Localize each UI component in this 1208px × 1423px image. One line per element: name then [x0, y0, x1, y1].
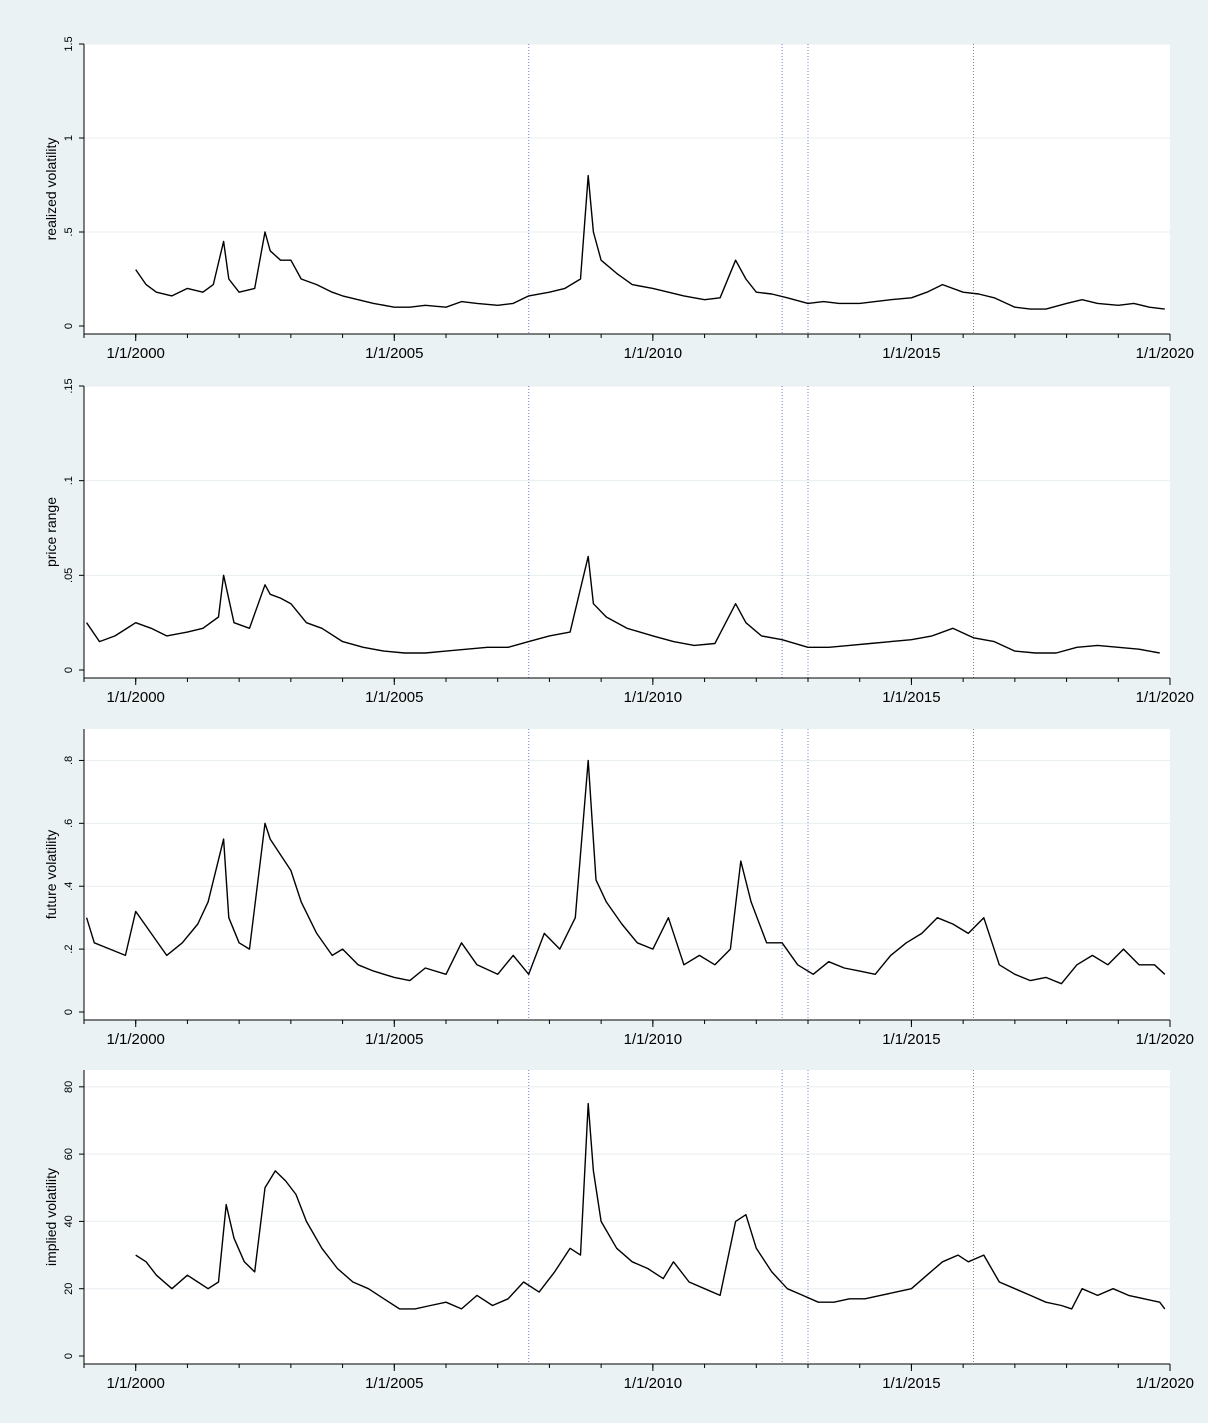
x-tick-label: 1/1/2000: [107, 1375, 165, 1392]
y-tick-label: 80: [63, 1081, 75, 1093]
y-tick-label: 20: [63, 1283, 75, 1295]
y-axis-label: price range: [43, 497, 59, 567]
plot-area: [84, 729, 1170, 1020]
y-tick-label: 0: [63, 1353, 75, 1359]
y-tick-label: .05: [63, 568, 75, 583]
y-tick-label: .4: [63, 882, 75, 891]
x-tick-label: 1/1/2020: [1136, 689, 1194, 706]
y-tick-label: .8: [63, 756, 75, 765]
y-tick-label: .6: [63, 819, 75, 828]
y-tick-label: 40: [63, 1215, 75, 1227]
series-line: [135, 174, 1165, 310]
panel-4: 0 20 40 60 80 1/1/2000 1/1/2005 1/1/2010 1/1/201…: [43, 1070, 1194, 1392]
x-tick-label: 1/1/2010: [624, 1031, 682, 1048]
y-tick-label: 1.5: [63, 36, 75, 51]
y-tick-label: 0: [63, 667, 75, 673]
y-axis-label: realized volatility: [43, 138, 59, 241]
y-tick-label: .5: [63, 227, 75, 236]
y-axis-label: future volatility: [43, 830, 59, 919]
series-line: [86, 555, 1160, 654]
series-line: [85, 759, 1166, 985]
plot-area: [84, 386, 1170, 678]
x-tick-label: 1/1/2010: [624, 345, 682, 362]
x-tick-label: 1/1/2015: [882, 1375, 940, 1392]
y-tick-label: .15: [63, 378, 75, 393]
y-tick-label: 1: [63, 135, 75, 141]
plot-area: [84, 1070, 1170, 1364]
x-tick-label: 1/1/2015: [882, 689, 940, 706]
x-tick-label: 1/1/2000: [107, 1031, 165, 1048]
y-tick-label: 60: [63, 1148, 75, 1160]
plot-area: [84, 44, 1170, 334]
x-tick-label: 1/1/2005: [365, 1375, 423, 1392]
y-tick-label: 0: [63, 1009, 75, 1015]
x-tick-label: 1/1/2000: [107, 345, 165, 362]
panel-2: 0 .05 .1 .15 1/1/2000 1/1/2005 1/1/2010 1/1/201…: [43, 378, 1194, 706]
panel-1: 0 .5 1 1.5 1/1/2000 1/1/2005 1/1/2010 1/1/2015 1…: [43, 36, 1194, 362]
y-tick-label: .1: [63, 476, 75, 485]
x-tick-label: 1/1/2010: [624, 1375, 682, 1392]
x-tick-label: 1/1/2020: [1136, 1031, 1194, 1048]
x-tick-label: 1/1/2000: [107, 689, 165, 706]
y-axis-label: implied volatility: [43, 1168, 59, 1266]
y-tick-label: 0: [63, 323, 75, 329]
x-tick-label: 1/1/2015: [882, 1031, 940, 1048]
x-tick-label: 1/1/2020: [1136, 345, 1194, 362]
series-line: [135, 1102, 1166, 1310]
x-tick-label: 1/1/2020: [1136, 1375, 1194, 1392]
y-tick-label: .2: [63, 945, 75, 954]
x-tick-label: 1/1/2005: [365, 345, 423, 362]
panel-3: 0 .2 .4 .6 .8 1/1/2000 1/1/2005 1/1/2010 1/1/201…: [43, 729, 1194, 1048]
x-tick-label: 1/1/2005: [365, 1031, 423, 1048]
x-tick-label: 1/1/2010: [624, 689, 682, 706]
x-tick-label: 1/1/2005: [365, 689, 423, 706]
x-tick-label: 1/1/2015: [882, 345, 940, 362]
